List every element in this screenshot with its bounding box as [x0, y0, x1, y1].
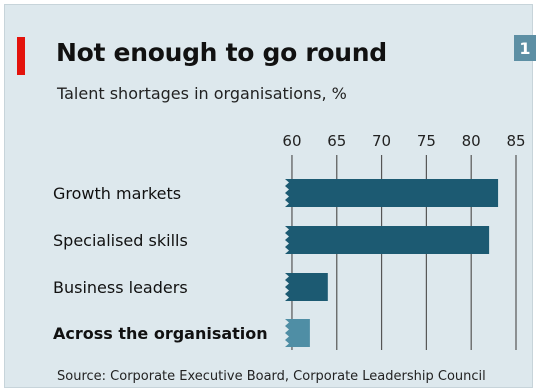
x-tick-label: 85: [506, 132, 525, 150]
bar: [285, 226, 490, 254]
chart-subtitle: Talent shortages in organisations, %: [57, 84, 347, 103]
chart-source: Source: Corporate Executive Board, Corpo…: [57, 369, 486, 384]
x-tick-label: 60: [282, 132, 301, 150]
category-label: Across the organisation: [53, 324, 268, 343]
bar: [285, 179, 499, 207]
x-tick-label: 65: [327, 132, 346, 150]
x-tick-label: 70: [372, 132, 391, 150]
bar-plot: 60 65 70 75 80 85 Growth markets Specialised sk…: [53, 132, 526, 350]
category-label: Business leaders: [53, 278, 188, 297]
bar: [285, 319, 310, 347]
bar: [285, 273, 328, 301]
chart-title: Not enough to go round: [56, 38, 387, 67]
category-label: Specialised skills: [53, 231, 188, 250]
x-tick-label: 75: [417, 132, 436, 150]
red-accent-flag: [17, 37, 25, 75]
chart-panel: Not enough to go round Talent shortages …: [4, 4, 536, 388]
chart-number-badge: 1: [514, 35, 536, 61]
category-label: Growth markets: [53, 184, 181, 203]
x-tick-label: 80: [462, 132, 481, 150]
